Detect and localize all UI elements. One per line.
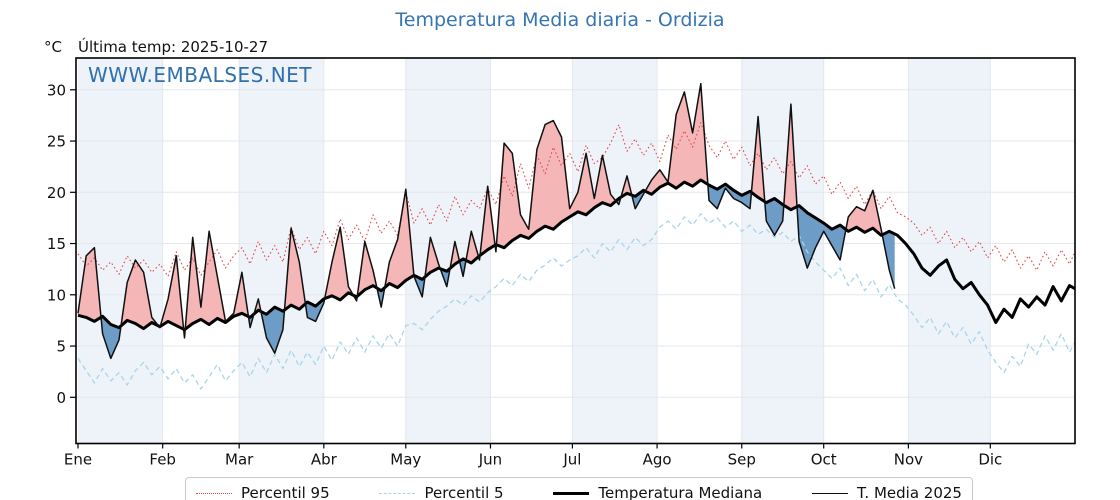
fill-above-median <box>466 231 479 263</box>
x-tick-label: Sep <box>728 451 756 469</box>
fill-above-median <box>384 189 414 288</box>
y-tick-label: 20 <box>47 184 66 202</box>
x-tick-label: Ene <box>64 451 92 469</box>
y-tick-label: 0 <box>56 389 66 407</box>
legend-item: Temperatura Mediana <box>553 484 762 500</box>
legend-label: Temperatura Mediana <box>598 484 763 500</box>
y-tick-label: 5 <box>56 338 66 356</box>
fill-above-median <box>121 260 159 329</box>
fill-above-median <box>621 175 632 198</box>
fill-above-median <box>324 227 354 300</box>
fill-below-median <box>459 258 466 277</box>
fill-above-median <box>185 231 249 330</box>
x-tick-label: Ago <box>643 451 672 469</box>
legend-swatch-solid <box>812 492 849 494</box>
x-tick-label: Oct <box>811 451 837 469</box>
legend-label: T. Media 2025 <box>857 484 962 500</box>
x-tick-label: Jul <box>562 451 581 469</box>
y-tick-label: 30 <box>47 81 66 99</box>
y-tick-label: 10 <box>47 286 66 304</box>
fill-above-median <box>424 237 441 277</box>
fill-above-median <box>783 104 797 210</box>
x-tick-label: Nov <box>894 451 923 469</box>
fill-below-median <box>882 231 895 289</box>
month-band <box>572 58 658 444</box>
temperatura-mediana-line <box>77 178 1076 332</box>
legend-label: Percentil 5 <box>424 484 504 500</box>
legend-swatch-solid <box>553 491 590 495</box>
month-band <box>239 58 324 444</box>
chart-title: Temperatura Media diaria - Ordizia <box>395 9 725 31</box>
legend-label: Percentil 95 <box>241 484 330 500</box>
y-axis-unit-label: °C <box>44 38 62 56</box>
legend-swatch-dotted <box>196 492 232 494</box>
legend-item: Percentil 95 <box>196 484 330 500</box>
fill-below-median <box>440 268 451 287</box>
fill-below-median <box>797 205 846 269</box>
t-media-2025-line <box>77 82 896 360</box>
plot-border <box>75 57 1076 445</box>
fill-above-median <box>645 83 708 195</box>
x-tick-label: Mar <box>225 451 254 469</box>
month-band <box>908 58 991 444</box>
fill-above-median <box>845 190 883 236</box>
y-tick-label: 25 <box>47 133 66 151</box>
percentil-95-line <box>77 122 1076 277</box>
percentil-5-line <box>77 213 1076 390</box>
legend: Percentil 95 Percentil 5 Temperatura Media… <box>185 477 973 500</box>
fill-above-median <box>751 116 765 202</box>
temperature-chart: Ene Feb Mar Abr May Jun Jul Ago Sep Oct Nov Dic 0 5 10… <box>47 57 1076 469</box>
x-tick-label: Jun <box>478 451 502 469</box>
y-tick-label: 15 <box>47 235 66 253</box>
month-band <box>405 58 491 444</box>
last-temp-label: Última temp: 2025-10-27 <box>78 38 269 56</box>
x-tick-label: Abr <box>311 451 338 469</box>
watermark: WWW.EMBALSES.NET <box>88 63 313 87</box>
legend-item: Percentil 5 <box>379 484 504 500</box>
legend-swatch-dashed <box>379 492 416 494</box>
fill-below-median <box>631 190 646 209</box>
fill-above-median <box>78 247 101 322</box>
legend-item: T. Media 2025 <box>812 484 962 500</box>
x-tick-label: Feb <box>149 451 176 469</box>
fill-below-median <box>707 184 752 209</box>
fill-above-median <box>357 241 377 297</box>
x-tick-label: May <box>390 451 421 469</box>
fill-above-median <box>480 186 496 256</box>
fill-below-median <box>377 287 385 308</box>
x-tick-label: Dic <box>978 451 1002 469</box>
fill-above-median <box>496 120 616 248</box>
